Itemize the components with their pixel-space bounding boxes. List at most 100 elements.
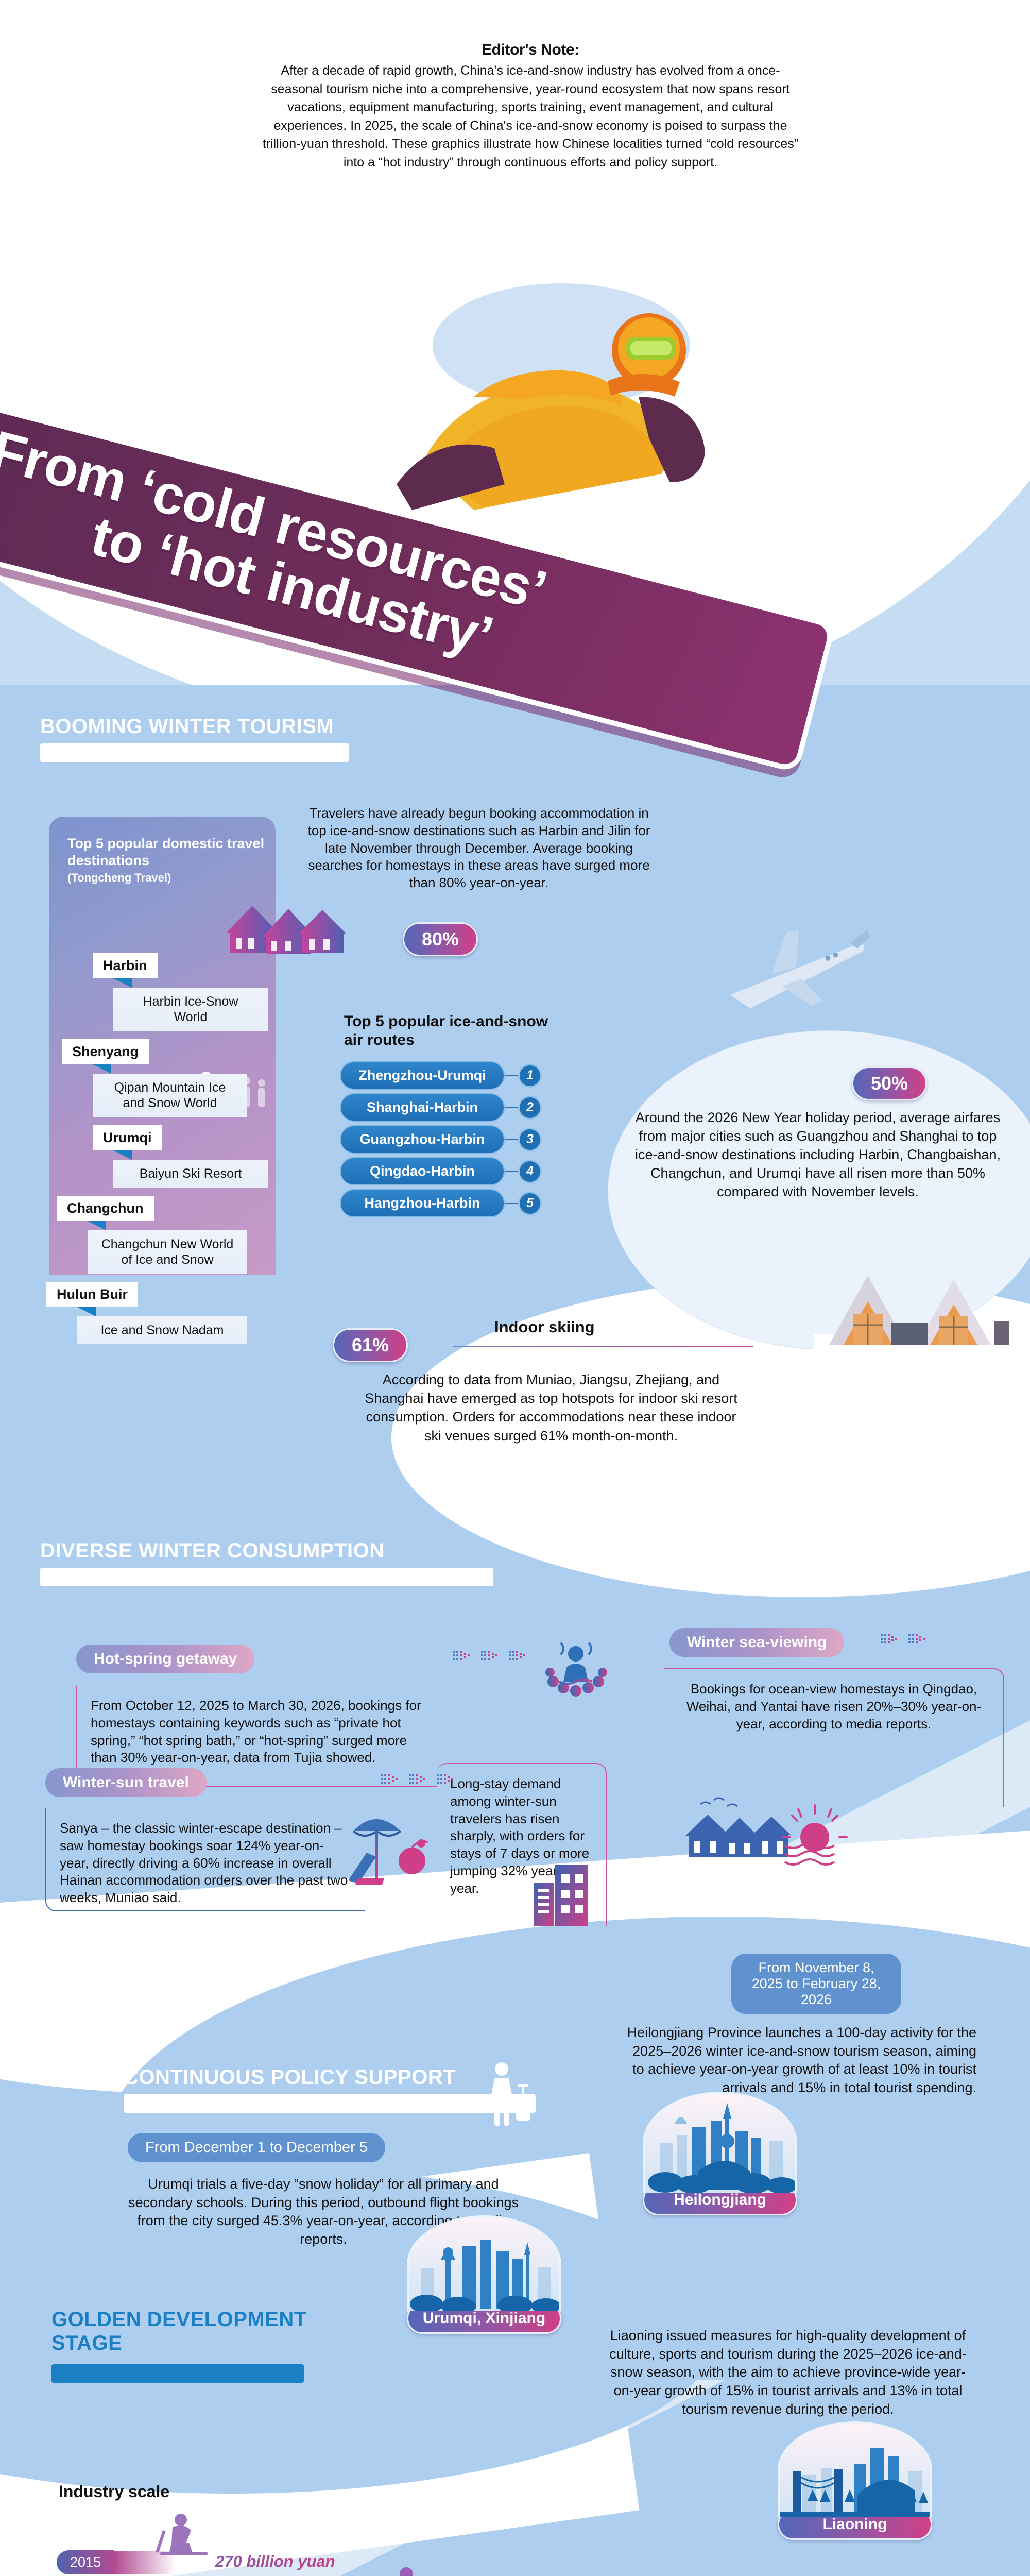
air-route-row[interactable]: Zhengzhou-Urumqi 1: [340, 1061, 542, 1090]
winter-sun-text: Sanya – the classic winter-escape destin…: [60, 1820, 348, 1906]
air-route-label: Shanghai-Harbin: [340, 1093, 505, 1122]
destination-site: Qipan Mountain Ice and Snow World: [93, 1074, 247, 1117]
section-title-golden-stage: GOLDEN DEVELOPMENT STAGE: [52, 2308, 307, 2354]
dotted-arrow-icon: [509, 1651, 525, 1660]
industry-scale-value: 270 billion yuan: [215, 2552, 335, 2570]
skier-icon-2: [400, 2567, 413, 2576]
editors-note-body: After a decade of rapid growth, China's …: [262, 63, 799, 170]
urumqi-policy-text: Urumqi trials a five-day “snow holiday” …: [128, 2176, 519, 2247]
indoor-ski-text: According to data from Muniao, Jiangsu, …: [365, 1372, 737, 1444]
destination-row: Hulun Buir Ice and Snow Nadam: [31, 1282, 278, 1344]
section-header-winter-consumption: DIVERSE WINTER CONSUMPTION: [40, 1539, 504, 1586]
dotted-arrow-icon: [437, 1774, 453, 1784]
skier-icon-1: [156, 2514, 208, 2555]
section-title-winter-consumption: DIVERSE WINTER CONSUMPTION: [40, 1539, 385, 1562]
dotted-arrow-icon: [481, 1651, 497, 1660]
air-route-label: Guangzhou-Harbin: [340, 1125, 505, 1154]
section-title-winter-tourism: BOOMING WINTER TOURISM: [40, 715, 334, 738]
section-rule-policy-support: [124, 2094, 536, 2113]
destination-site: Harbin Ice-Snow World: [113, 988, 268, 1031]
destination-row: Shenyang Qipan Mountain Ice and Snow Worl…: [31, 1039, 278, 1117]
urumqi-skyline: [407, 2215, 561, 2313]
destination-site: Baiyun Ski Resort: [113, 1160, 268, 1188]
chalet-houses-icon: [814, 1276, 1020, 1365]
dotted-arrow-icon: [908, 1634, 925, 1643]
arrows-winter-sun: [381, 1772, 456, 1786]
card-sea-viewing: Bookings for ocean-view homestays in Qin…: [664, 1668, 1004, 1807]
air-route-connector: [505, 1202, 518, 1204]
destination-city: Hulun Buir: [46, 1282, 138, 1307]
air-route-row[interactable]: Hangzhou-Harbin 5: [340, 1189, 542, 1217]
section-header-winter-tourism: BOOMING WINTER TOURISM: [40, 715, 380, 762]
hot-spring-icon: [545, 1642, 607, 1697]
destination-city: Urumqi: [93, 1125, 162, 1150]
destination-fold-icon: [113, 978, 132, 988]
air-route-row[interactable]: Shanghai-Harbin 2: [340, 1093, 542, 1122]
airplane-icon: [730, 929, 870, 1009]
hot-spring-text: From October 12, 2025 to March 30, 2026,…: [91, 1698, 421, 1766]
heilongjiang-skyline-svg: [645, 2094, 795, 2193]
heilongjiang-date-pill: From November 8, 2025 to February 28, 20…: [731, 1954, 901, 2014]
dotted-arrow-icon: [881, 1634, 897, 1643]
destination-row: Harbin Harbin Ice-Snow World: [31, 953, 278, 1031]
section-rule-golden-stage: [52, 2364, 304, 2383]
beach-umbrella-icon: [348, 1819, 428, 1885]
card-winter-sun: Sanya – the classic winter-escape destin…: [45, 1808, 365, 1911]
homestay-roofs-icon: [227, 906, 346, 954]
indoor-ski-badge-61: 61%: [333, 1328, 408, 1362]
heilongjiang-text: Heilongjiang Province launches a 100-day…: [627, 2025, 976, 2095]
destination-fold-icon: [113, 1150, 132, 1160]
destination-city: Changchun: [57, 1196, 154, 1221]
air-routes-title: Top 5 popular ice-and-snow air routes: [344, 1013, 548, 1048]
arrows-sea-viewing: [881, 1632, 928, 1646]
airfare-badge-50: 50%: [852, 1066, 928, 1100]
dotted-arrow-icon: [453, 1651, 470, 1660]
snowboarder-illustration: [353, 283, 731, 510]
section-header-policy-support: CONTINUOUS POLICY SUPPORT: [124, 2066, 587, 2113]
destinations-list: Harbin Harbin Ice-Snow World Shenyang Qipan…: [31, 953, 278, 1352]
air-route-row[interactable]: Qingdao-Harbin 4: [340, 1157, 542, 1185]
destination-row: Urumqi Baiyun Ski Resort: [31, 1125, 278, 1188]
destination-fold-icon: [93, 1064, 111, 1074]
tag-hot-spring-getaway: Hot-spring getaway: [76, 1645, 255, 1673]
destination-row: Changchun Changchun New World of Ice and …: [31, 1196, 278, 1274]
air-route-label: Hangzhou-Harbin: [340, 1189, 505, 1217]
destinations-panel-title: Top 5 popular domestic travel destinatio…: [67, 836, 265, 868]
sea-viewing-text: Bookings for ocean-view homestays in Qin…: [686, 1681, 982, 1732]
medallion-urumqi: Urumqi, Xinjiang: [407, 2215, 561, 2334]
destination-site: Changchun New World of Ice and Snow: [88, 1230, 247, 1274]
air-route-connector: [505, 1107, 518, 1108]
section-rule-winter-tourism: [40, 743, 349, 762]
arrows-hot-spring: [453, 1649, 528, 1662]
booking-text: Travelers have already begun booking acc…: [307, 805, 650, 891]
editors-note-title: Editor's Note:: [482, 41, 579, 58]
dotted-arrow-icon: [409, 1774, 425, 1784]
air-route-rank: 4: [518, 1159, 542, 1183]
policy-date-pill: From December 1 to December 5: [128, 2133, 385, 2162]
airfare-text: Around the 2026 New Year holiday period,…: [635, 1110, 1001, 1199]
section-title-policy-support: CONTINUOUS POLICY SUPPORT: [124, 2066, 456, 2089]
indoor-ski-rule: [453, 1346, 753, 1347]
tag-winter-sun-travel: Winter-sun travel: [45, 1768, 207, 1797]
card-hot-spring: From October 12, 2025 to March 30, 2026,…: [76, 1686, 437, 1787]
destination-fold-icon: [88, 1221, 106, 1230]
apartment-building-icon: [534, 1865, 588, 1926]
destination-fold-icon: [77, 1307, 96, 1316]
air-route-row[interactable]: Guangzhou-Harbin 3: [340, 1125, 542, 1154]
urumqi-skyline-svg: [409, 2217, 559, 2311]
air-route-connector: [505, 1075, 518, 1076]
liaoning-skyline-svg: [780, 2424, 930, 2517]
medallion-heilongjiang: Heilongjiang: [643, 2092, 797, 2215]
air-route-label: Zhengzhou-Urumqi: [340, 1061, 505, 1090]
indoor-ski-title: Indoor skiing: [494, 1318, 595, 1336]
destination-city: Shenyang: [62, 1039, 149, 1064]
industry-scale-year: 2015: [57, 2550, 115, 2574]
air-route-rank: 2: [518, 1095, 542, 1120]
section-rule-winter-consumption: [40, 1568, 493, 1586]
air-route-rank: 5: [518, 1191, 542, 1215]
air-route-rank: 3: [518, 1127, 542, 1151]
medallion-liaoning: Liaoning: [778, 2421, 932, 2540]
air-route-label: Qingdao-Harbin: [340, 1157, 505, 1185]
air-route-connector: [505, 1171, 518, 1172]
destinations-panel-source: (Tongcheng Travel): [67, 871, 171, 884]
